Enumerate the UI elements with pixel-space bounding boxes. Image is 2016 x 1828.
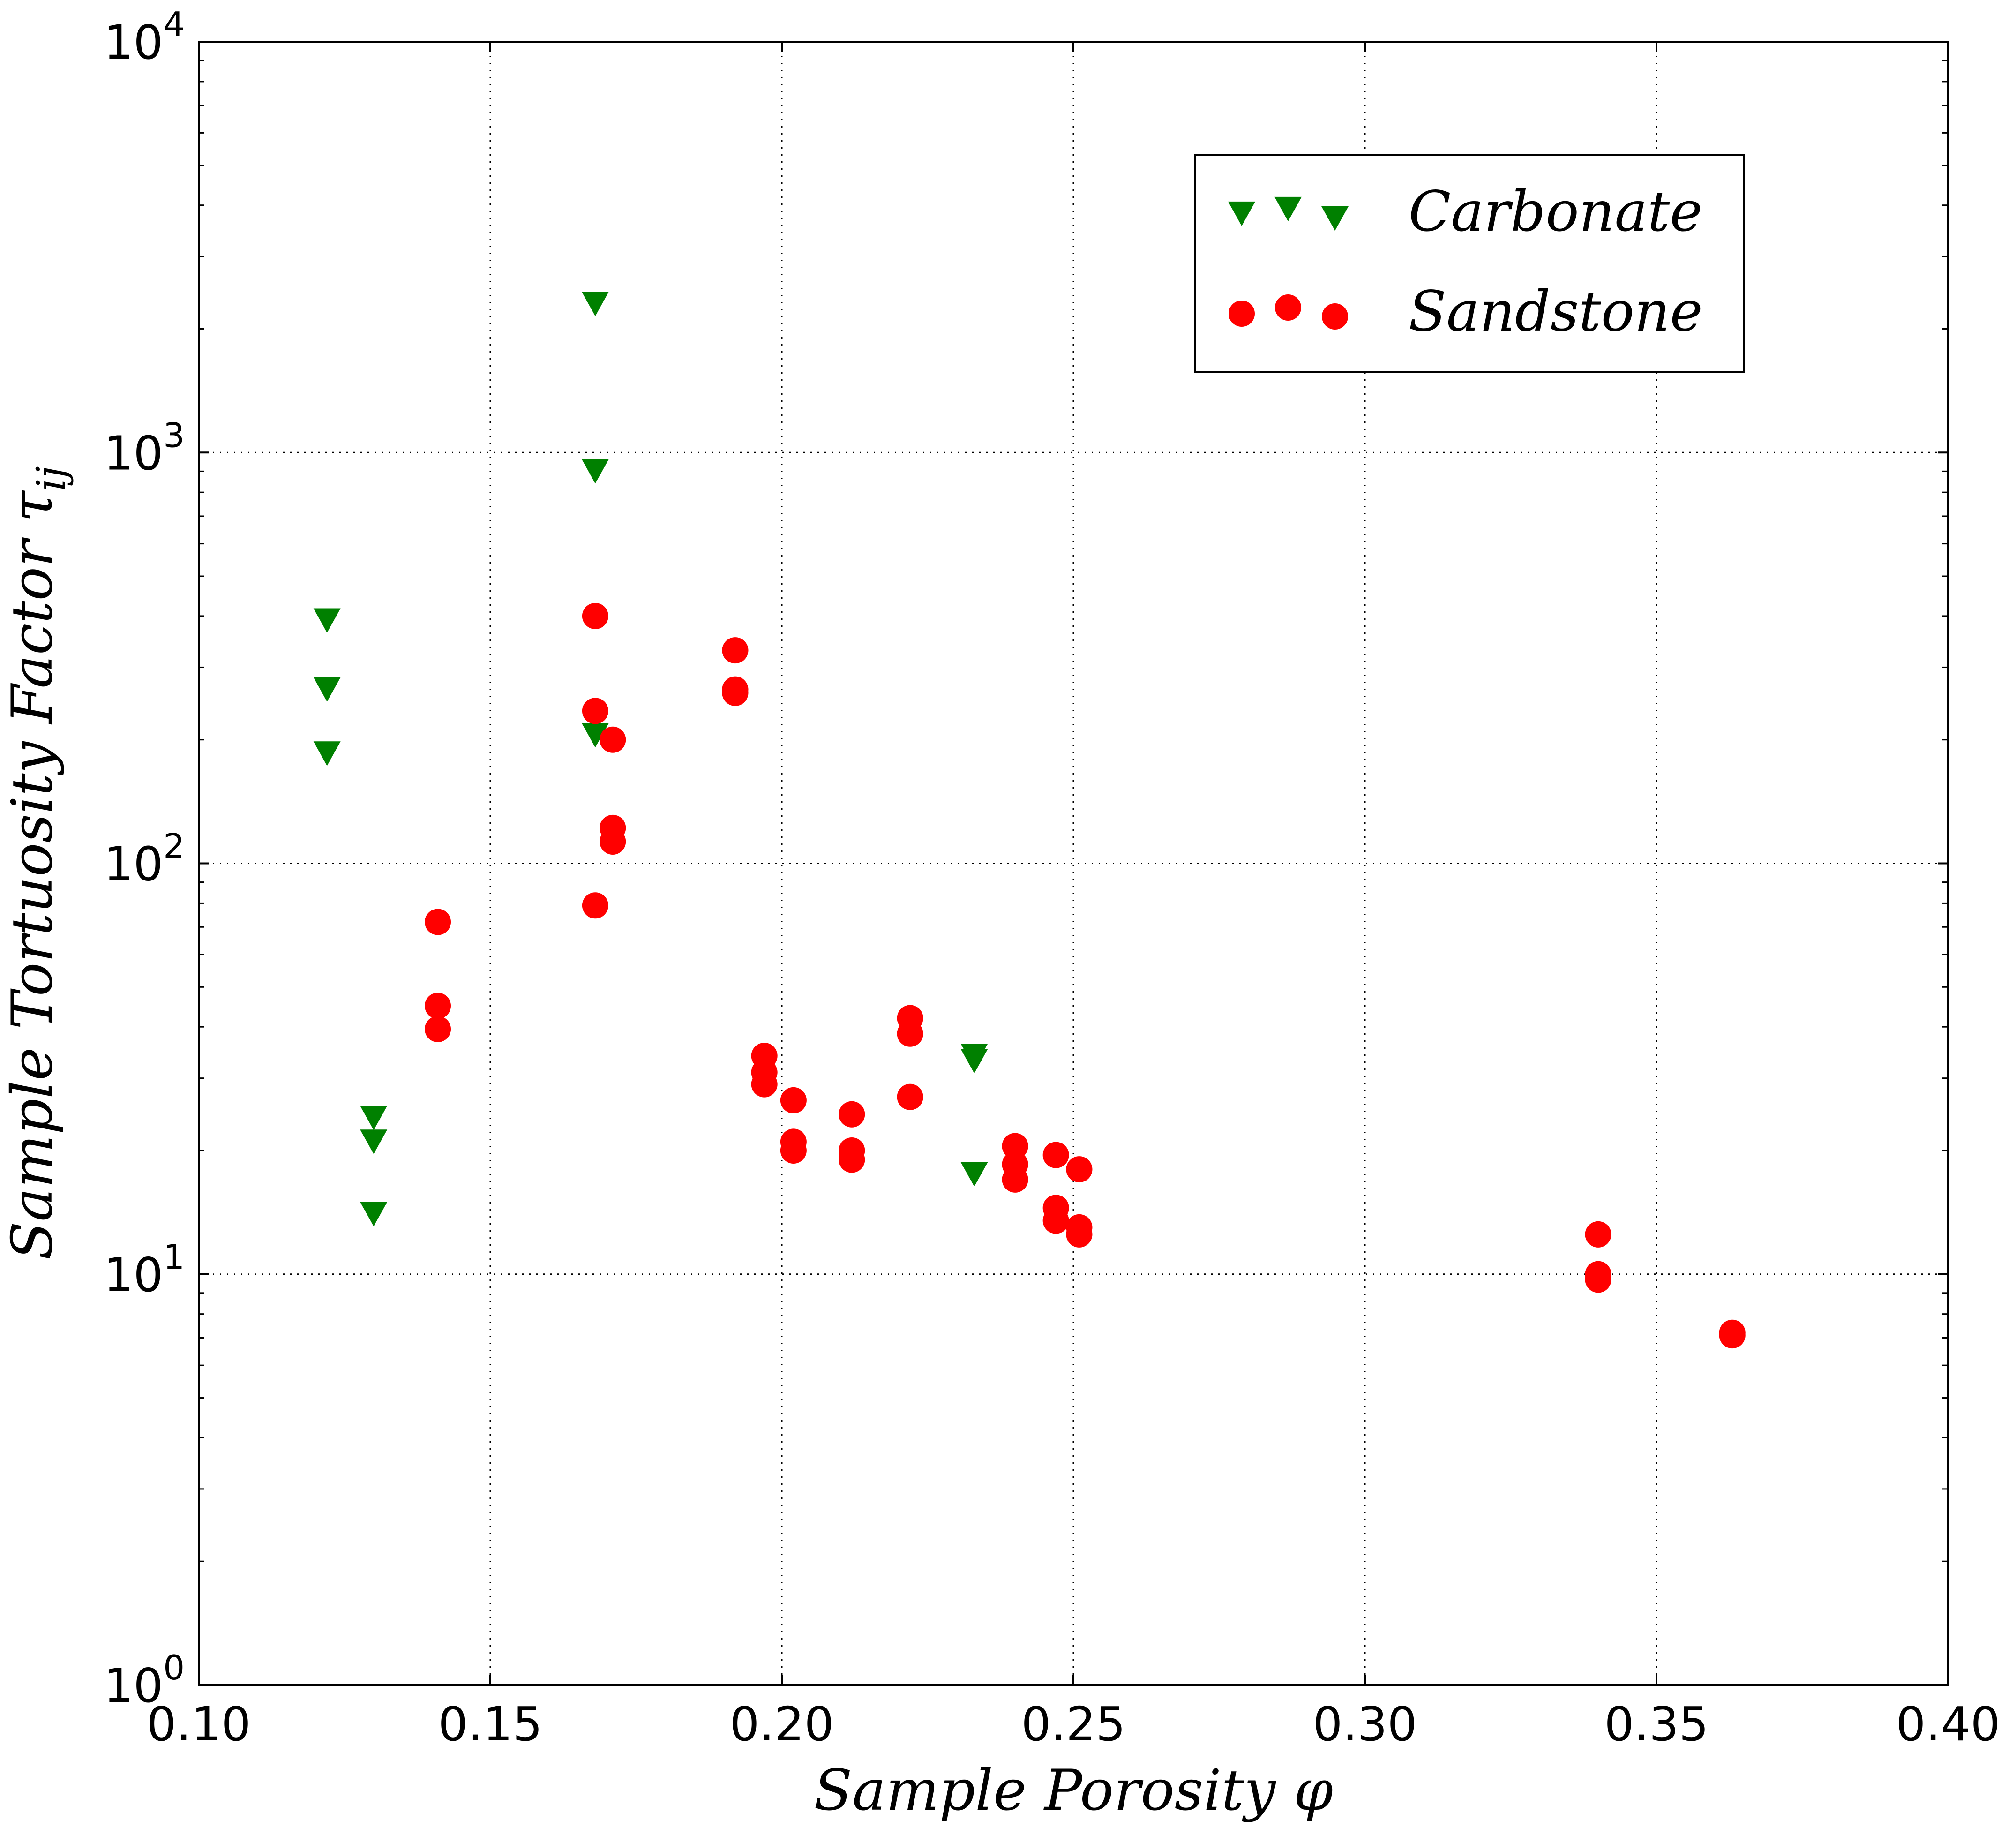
legend-label-sandstone: Sandstone: [1409, 279, 1703, 344]
carbonate-point: [581, 292, 609, 316]
legend-markers: [1228, 196, 1349, 330]
y-tick-label-exponent: 2: [163, 827, 185, 866]
y-tick-label: 102: [104, 827, 185, 892]
sandstone-point: [780, 1087, 807, 1113]
sandstone-point: [1042, 1142, 1069, 1168]
legend: Carbonate Sandstone: [1194, 154, 1745, 373]
sandstone-point: [600, 828, 626, 855]
y-tick-label: 100: [104, 1648, 185, 1713]
sandstone-point: [1585, 1266, 1611, 1293]
y-tick-label-base: 10: [104, 15, 163, 70]
sandstone-point: [897, 1020, 923, 1047]
x-axis-label: Sample Porosity φ: [814, 1758, 1333, 1823]
sandstone-point: [751, 1071, 778, 1098]
sandstone-point: [1719, 1322, 1746, 1349]
sandstone-point: [582, 698, 608, 724]
carbonate-point: [313, 677, 341, 702]
data-points: [313, 292, 1746, 1349]
x-tick-labels: 0.10 0.15 0.20 0.25 0.30 0.35 0.40: [147, 1697, 2001, 1752]
carbonate-point: [313, 741, 341, 766]
axis-ticks: [198, 41, 1949, 1686]
legend-label-carbonate: Carbonate: [1409, 179, 1702, 244]
legend-marker-carbonate: [1228, 201, 1255, 226]
carbonate-point: [960, 1049, 988, 1074]
y-tick-label-base: 10: [104, 1658, 163, 1713]
y-tick-label-base: 10: [104, 837, 163, 892]
y-axis-label-main: Sample Tortuosity Factor τ: [0, 490, 65, 1260]
sandstone-point: [1002, 1166, 1028, 1193]
x-tick-label: 0.35: [1604, 1697, 1709, 1752]
y-axis-label: Sample Tortuosity Factor τij: [0, 466, 74, 1260]
sandstone-point: [897, 1083, 923, 1110]
x-tick-label: 0.10: [147, 1697, 251, 1752]
sandstone-point: [582, 602, 608, 629]
y-tick-label: 101: [104, 1237, 185, 1302]
x-tick-label: 0.15: [438, 1697, 543, 1752]
legend-marker-carbonate: [1321, 206, 1349, 231]
y-tick-label: 104: [104, 5, 185, 70]
sandstone-point: [839, 1146, 865, 1173]
x-tick-label: 0.25: [1021, 1697, 1126, 1752]
sandstone-point: [1002, 1133, 1028, 1159]
carbonate-point: [581, 459, 609, 484]
y-tick-label-exponent: 4: [163, 5, 185, 44]
sandstone-point: [1042, 1207, 1069, 1234]
legend-marker-sandstone: [1322, 303, 1348, 330]
y-tick-label-exponent: 0: [163, 1648, 185, 1687]
x-tick-label: 0.20: [730, 1697, 834, 1752]
y-tick-label-exponent: 3: [163, 415, 185, 455]
sandstone-point: [722, 679, 749, 706]
legend-marker-carbonate: [1274, 196, 1302, 222]
carbonate-point: [360, 1106, 388, 1130]
sandstone-point: [780, 1137, 807, 1164]
carbonate-point: [960, 1162, 988, 1187]
legend-box: [1194, 154, 1745, 373]
legend-marker-sandstone: [1229, 301, 1255, 327]
sandstone-point: [582, 892, 608, 919]
y-tick-label-base: 10: [104, 1248, 163, 1302]
carbonate-point: [360, 1202, 388, 1226]
carbonate-point: [313, 608, 341, 633]
sandstone-point: [425, 909, 451, 935]
sandstone-point: [425, 1016, 451, 1042]
y-tick-label: 103: [104, 415, 185, 481]
sandstone-point: [1585, 1221, 1611, 1248]
sandstone-point: [1066, 1156, 1093, 1183]
x-tick-label: 0.40: [1896, 1697, 2001, 1752]
y-axis-label-subscript: ij: [28, 466, 74, 491]
x-tick-label: 0.30: [1313, 1697, 1417, 1752]
carbonate-point: [581, 723, 609, 748]
sandstone-point: [722, 637, 749, 664]
y-tick-label-exponent: 1: [163, 1237, 185, 1277]
sandstone-point: [839, 1101, 865, 1128]
legend-marker-sandstone: [1275, 294, 1301, 321]
sandstone-point: [600, 726, 626, 753]
carbonate-point: [360, 1129, 388, 1154]
sandstone-point: [425, 993, 451, 1019]
y-tick-label-base: 10: [104, 426, 163, 481]
sandstone-point: [1066, 1221, 1093, 1248]
